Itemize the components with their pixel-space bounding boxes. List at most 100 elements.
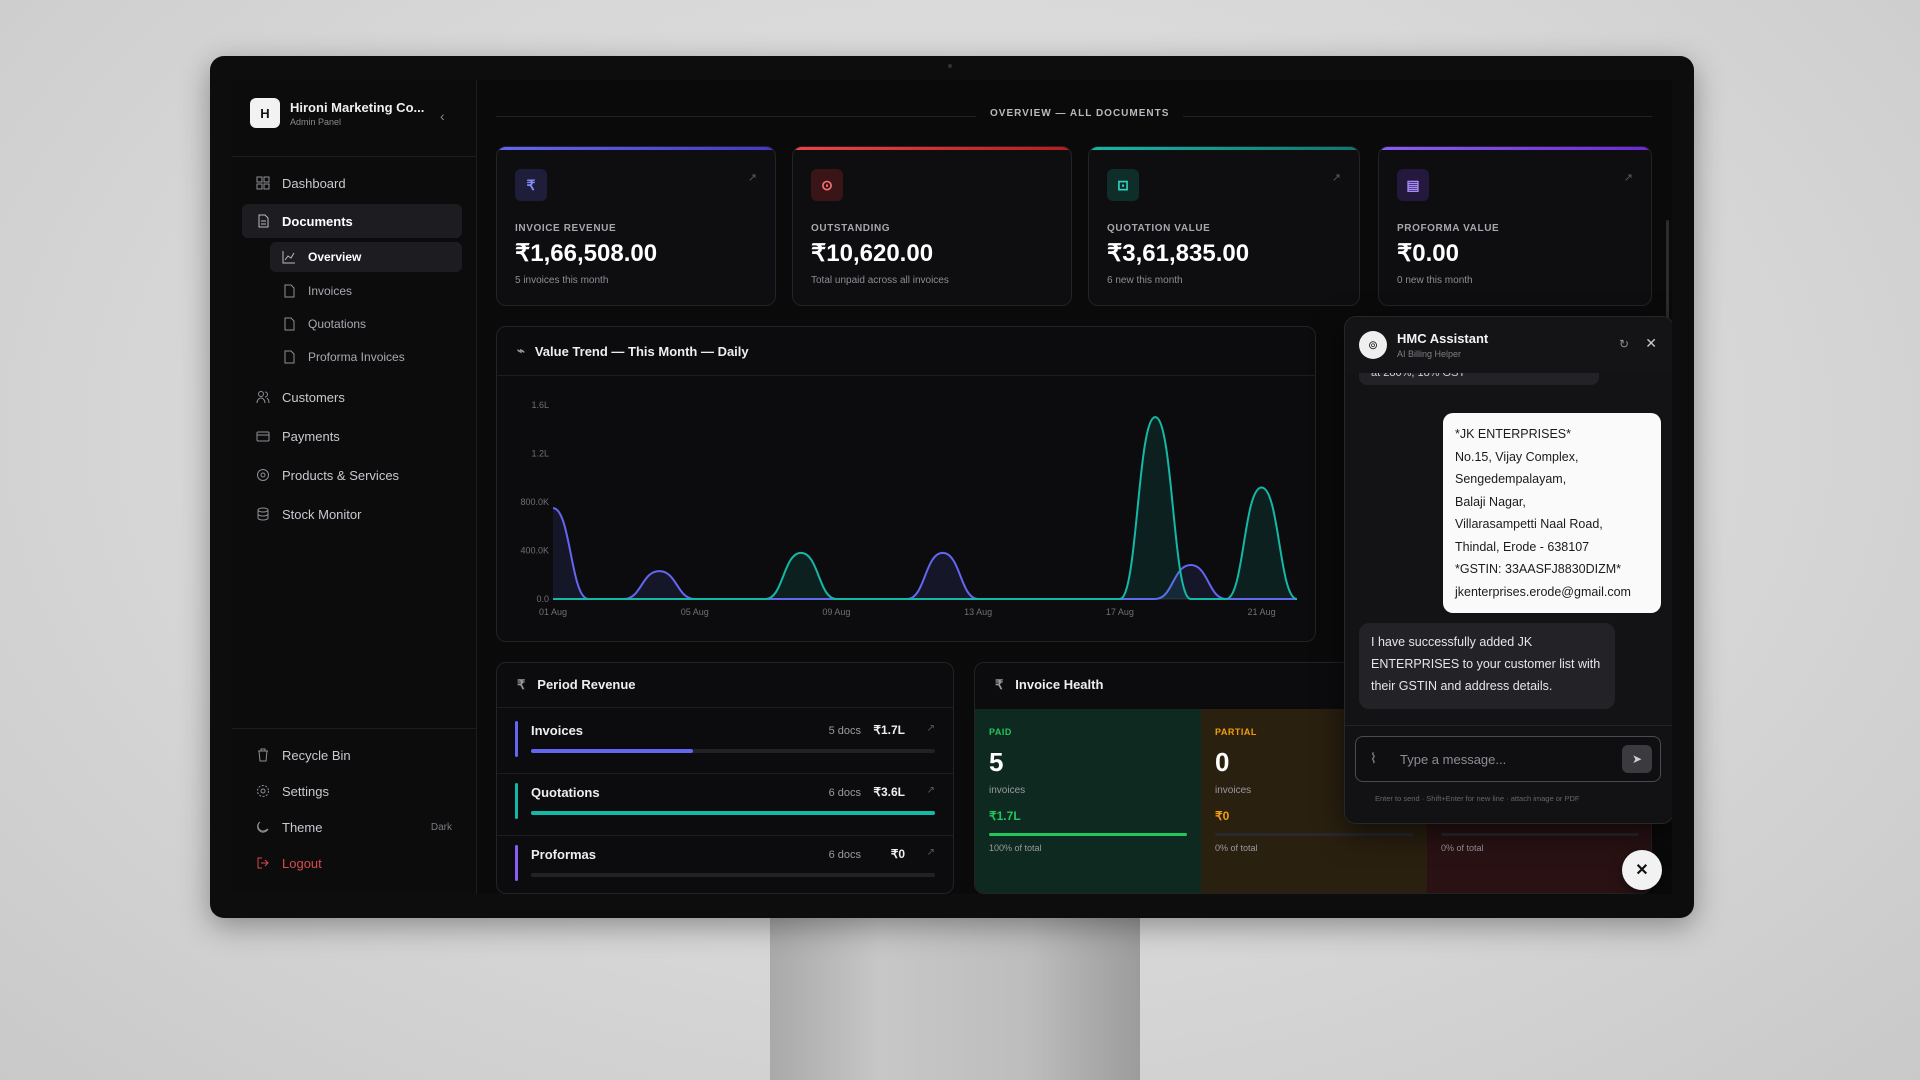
sidebar-subitem-invoices[interactable]: Invoices	[270, 276, 462, 306]
monitor-stand	[770, 910, 1140, 1080]
progress-track	[1441, 833, 1639, 836]
gear-icon	[256, 784, 270, 798]
external-arrow-icon[interactable]: ↗	[1623, 172, 1633, 184]
sidebar-item-settings[interactable]: Settings	[242, 774, 462, 808]
sidebar-subitem-quotations[interactable]: Quotations	[270, 309, 462, 339]
trash-icon	[256, 748, 270, 762]
health-label: PARTIAL	[1215, 727, 1257, 737]
document-icon	[256, 214, 270, 228]
alert-circle-icon: ⊙	[811, 169, 843, 201]
row-accent	[515, 783, 518, 819]
chat-composer: ⌇ Type a message... ➤ Enter to send · Sh…	[1345, 725, 1672, 823]
progress-track	[531, 873, 935, 877]
stat-card-outstanding[interactable]: ⊙ OUTSTANDING ₹10,620.00 Total unpaid ac…	[792, 146, 1072, 306]
external-arrow-icon[interactable]: ↗	[926, 847, 935, 858]
health-sub: invoices	[989, 785, 1026, 796]
paperclip-icon[interactable]: ⌇	[1370, 750, 1377, 766]
card-icon	[256, 429, 270, 443]
card-value: ₹1,66,508.00	[515, 240, 658, 267]
chat-message-user: *JK ENTERPRISES* No.15, Vijay Complex, S…	[1443, 413, 1661, 613]
message-line: *JK ENTERPRISES*	[1455, 427, 1572, 441]
database-icon	[256, 507, 270, 521]
divider	[497, 773, 953, 774]
x-tick-label: 21 Aug	[1248, 607, 1276, 617]
y-tick-label: 0.0	[536, 594, 549, 604]
divider	[232, 156, 476, 157]
assistant-chat-panel: at 280%, 18% GST ⊚ HMC Assistant AI Bill…	[1344, 316, 1672, 824]
progress-track	[531, 749, 935, 753]
divider	[232, 728, 476, 729]
collapse-sidebar-icon[interactable]: ‹	[440, 108, 445, 124]
sidebar: H Hironi Marketing Co... Admin Panel ‹ D…	[232, 80, 477, 894]
x-tick-label: 09 Aug	[822, 607, 850, 617]
sidebar-item-label: Documents	[282, 213, 353, 229]
sidebar-subitem-proforma[interactable]: Proforma Invoices	[270, 342, 462, 372]
period-row-proformas[interactable]: Proformas 6 docs ₹0 ↗	[515, 841, 935, 893]
external-arrow-icon[interactable]: ↗	[926, 785, 935, 796]
card-label: OUTSTANDING	[811, 223, 891, 234]
stat-card-proforma-value[interactable]: ▤ ↗ PROFORMA VALUE ₹0.00 0 new this mont…	[1378, 146, 1652, 306]
bot-avatar-icon: ⊚	[1359, 331, 1387, 359]
sidebar-item-logout[interactable]: Logout	[242, 846, 462, 880]
series-area-0	[553, 508, 1297, 599]
sidebar-item-label: Recycle Bin	[282, 747, 351, 763]
theme-value: Dark	[430, 821, 452, 833]
progress-track	[1215, 833, 1413, 836]
external-arrow-icon[interactable]: ↗	[1331, 172, 1341, 184]
row-doc-count: 5 docs	[828, 725, 861, 737]
sidebar-item-payments[interactable]: Payments	[242, 419, 462, 453]
send-button[interactable]: ➤	[1622, 745, 1652, 773]
card-subtitle: 0 new this month	[1397, 275, 1473, 286]
panel-title-text: Period Revenue	[537, 677, 636, 692]
trend-icon: ⌁	[517, 343, 525, 358]
sidebar-item-documents[interactable]: Documents	[242, 204, 462, 238]
message-line: Sengedempalayam,	[1455, 472, 1567, 486]
close-chat-button[interactable]: ✕	[1622, 850, 1662, 890]
period-revenue-panel: ₹ Period Revenue Invoices 5 docs ₹1.7L ↗ Quo…	[496, 662, 954, 894]
panel-title-text: Invoice Health	[1015, 677, 1104, 692]
box-icon	[256, 468, 270, 482]
row-doc-count: 6 docs	[828, 787, 861, 799]
stat-card-quotation-value[interactable]: ⊡ ↗ QUOTATION VALUE ₹3,61,835.00 6 new t…	[1088, 146, 1360, 306]
sidebar-item-label: Stock Monitor	[282, 506, 362, 522]
card-value: ₹3,61,835.00	[1107, 240, 1250, 267]
sidebar-item-label: Products & Services	[282, 467, 400, 483]
brand[interactable]: H Hironi Marketing Co... Admin Panel	[250, 98, 424, 128]
section-label: OVERVIEW — ALL DOCUMENTS	[976, 108, 1184, 119]
external-arrow-icon[interactable]: ↗	[926, 723, 935, 734]
period-row-invoices[interactable]: Invoices 5 docs ₹1.7L ↗	[515, 717, 935, 769]
stat-card-invoice-revenue[interactable]: ₹ ↗ INVOICE REVENUE ₹1,66,508.00 5 invoi…	[496, 146, 776, 306]
sidebar-item-products[interactable]: Products & Services	[242, 458, 462, 492]
series-line-1	[553, 416, 1298, 600]
rupee-icon: ₹	[517, 677, 526, 692]
message-line: No.15, Vijay Complex,	[1455, 449, 1579, 464]
x-tick-label: 05 Aug	[681, 607, 709, 617]
subitem-label: Quotations	[308, 317, 367, 331]
y-tick-label: 400.0K	[520, 546, 549, 556]
message-line: jkenterprises.erode@gmail.com	[1455, 584, 1631, 599]
sidebar-item-dashboard[interactable]: Dashboard	[242, 166, 462, 200]
external-arrow-icon[interactable]: ↗	[747, 172, 757, 184]
divider	[497, 835, 953, 836]
health-column-0[interactable]: PAID 5 invoices ₹1.7L 100% of total	[975, 709, 1201, 893]
rupee-icon: ₹	[995, 677, 1004, 692]
panel-title-text: Value Trend — This Month — Daily	[534, 343, 749, 359]
sidebar-item-recycle-bin[interactable]: Recycle Bin	[242, 738, 462, 772]
sidebar-item-customers[interactable]: Customers	[242, 380, 462, 414]
y-tick-label: 800.0K	[520, 497, 549, 507]
card-value: ₹10,620.00	[811, 240, 934, 267]
x-tick-label: 01 Aug	[539, 607, 567, 617]
period-row-quotations[interactable]: Quotations 6 docs ₹3.6L ↗	[515, 779, 935, 831]
refresh-icon[interactable]: ↻	[1618, 337, 1629, 351]
card-label: INVOICE REVENUE	[515, 223, 617, 234]
sidebar-item-theme[interactable]: Theme Dark	[242, 810, 462, 844]
subitem-label: Invoices	[308, 284, 353, 298]
chat-input[interactable]: ⌇ Type a message... ➤	[1355, 736, 1661, 782]
sidebar-item-stock-monitor[interactable]: Stock Monitor	[242, 497, 462, 531]
health-percent: 0% of total	[1441, 843, 1484, 853]
sidebar-subitem-overview[interactable]: Overview	[270, 242, 462, 272]
x-tick-label: 17 Aug	[1106, 607, 1134, 617]
main-content: OVERVIEW — ALL DOCUMENTS ₹ ↗ INVOICE REV…	[476, 80, 1672, 894]
close-icon[interactable]: ✕	[1645, 335, 1657, 351]
webcam	[948, 64, 952, 68]
